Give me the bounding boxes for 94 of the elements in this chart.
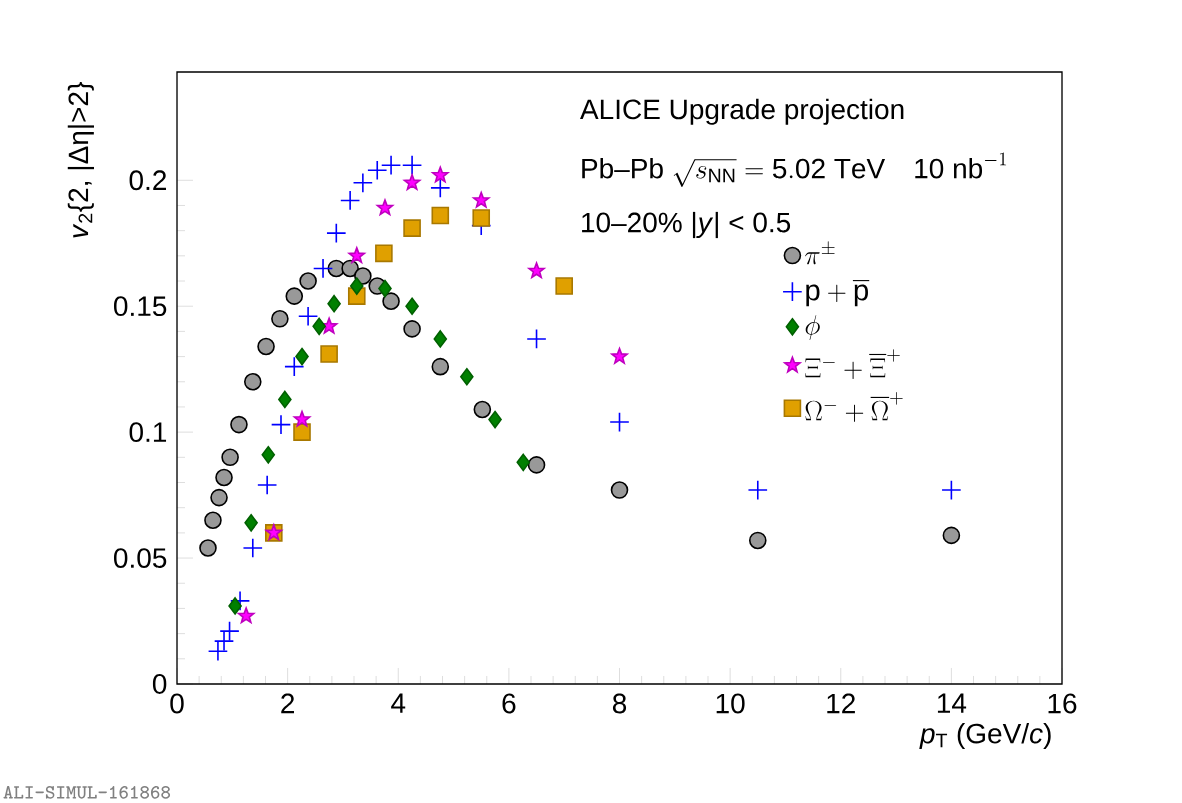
x-tick-label: 6 [502,693,516,714]
point [230,415,248,434]
point [327,294,341,313]
point [340,190,361,211]
x-axis-title: p$_{T}$ (GeV/c) [919,722,1051,750]
point [403,219,421,237]
point [611,347,628,364]
point [228,597,242,615]
point [403,320,421,338]
point [244,514,258,532]
point [242,537,263,559]
point [312,258,334,279]
point [376,199,394,216]
point [942,526,961,545]
point [526,328,547,350]
point [270,414,292,435]
point [527,456,546,474]
x-tick-label: 16 [1048,693,1077,714]
point [295,347,309,366]
annotation: $\mathrm{Pb}\textrm{--}\mathrm{Pb}\ \sqrt{s_{\mathrm{NN}}} = \mathrm{5.02\ TeV}\quad \mathrm{10\ nb}^{-1}$ [582,152,1007,187]
point [210,488,228,507]
x-tick-label: 10 [716,693,745,714]
point [293,410,311,427]
annotation: ALICE Upgrade projection [580,98,904,125]
point [207,641,229,662]
point [610,481,629,499]
point [261,446,276,464]
point [352,172,373,193]
point [243,372,262,391]
point [326,223,347,244]
legend-label: $\pi^{\pm}$ [805,241,835,265]
point [382,292,400,310]
point [748,531,767,550]
point [528,262,545,279]
y-tick-label: 0.05 [114,548,167,568]
point [299,272,317,290]
y-tick-label: 0.15 [114,296,167,317]
point [199,539,217,557]
y-tick-label: 0.2 [129,170,166,191]
point [941,479,962,501]
point [348,247,366,264]
point [257,474,278,496]
point [204,511,222,530]
point [403,174,421,191]
y-axis-title: v$_{2}${2, |Δη|>2} [67,82,94,238]
y-tick-label: 0 [152,674,167,694]
x-tick-label: 8 [612,693,627,714]
point [488,410,502,429]
point [433,330,448,348]
point [473,400,492,419]
x-tick-label: 0 [170,693,184,714]
legend-label: $\phi$ [805,315,820,340]
point [401,155,423,176]
x-tick-label: 4 [391,693,406,713]
point [380,155,402,176]
point [320,345,338,363]
legend-label: $\Xi^{-}+\overline{\Xi}^{+}$ [805,349,900,380]
x-tick-label: 14 [937,693,967,713]
annotation: 10–20% |y| < 0.5 [582,211,791,239]
point [405,297,419,316]
point [555,277,573,295]
point [297,306,319,327]
point [472,191,490,208]
point [375,244,393,263]
point [516,453,531,472]
point [460,367,474,386]
point [284,356,305,377]
point [257,337,275,356]
point [431,206,450,225]
point [367,160,388,181]
point [271,310,289,328]
point [213,631,235,652]
point [747,479,768,501]
point [431,166,449,183]
point [215,468,233,487]
point [237,607,255,624]
text: ALI-SIMUL-161868 [3,786,171,799]
point [431,357,450,376]
x-tick-label: 12 [827,693,855,714]
point [219,620,240,642]
point [221,448,239,467]
legend-label: $\Omega^{-}+\overline{\Omega}^{+}$ [805,392,903,422]
point [278,390,292,409]
point [378,279,392,298]
y-tick-label: 0.1 [129,422,167,443]
point [312,317,326,336]
x-tick-label: 2 [281,693,294,714]
point [472,209,491,227]
point [293,423,311,441]
legend-label: $\mathrm{p}+\overline{\mathrm{p}}$ [806,280,870,307]
point [285,287,304,305]
point [609,411,630,433]
point [349,277,364,295]
point [430,177,451,198]
